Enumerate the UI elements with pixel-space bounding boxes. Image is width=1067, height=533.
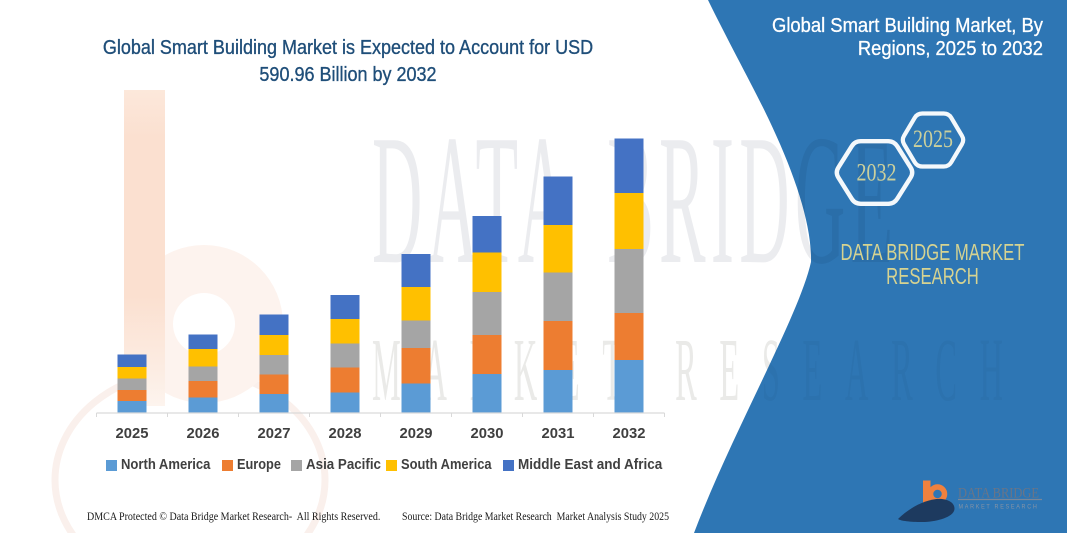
svg-text:2032: 2032 <box>857 160 897 187</box>
svg-text:DATA BRIDGE: DATA BRIDGE <box>958 485 1039 501</box>
svg-text:2025: 2025 <box>913 126 953 153</box>
svg-text:MARKET RESEARCH: MARKET RESEARCH <box>959 504 1039 511</box>
